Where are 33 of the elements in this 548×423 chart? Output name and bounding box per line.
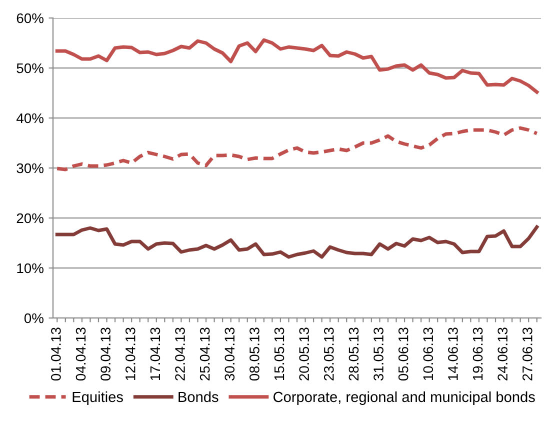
line-series [55,38,539,94]
y-tick-label: 30% [16,163,44,174]
y-tick-label: 0% [24,313,44,324]
x-tick-label: 01.04.13 [51,328,61,381]
x-tick-label: 10.06.13 [423,328,434,380]
legend-label: Equities [72,391,123,406]
x-tick-label: 17.04.13 [150,328,160,380]
legend-label: Bonds [178,391,218,402]
x-tick-label: 28.05.13 [348,328,359,380]
x-tick-label: 15.05.13 [274,328,284,380]
line-series [55,126,539,172]
x-tick-label: 31.05.13 [374,328,384,381]
y-tick-label: 60% [16,13,44,24]
legend-label: Corporate, regional and municipal bonds [273,391,535,406]
y-tick-label: 20% [16,213,44,224]
x-tick-label: 04.04.13 [76,328,86,381]
y-tick-label: 50% [16,63,44,74]
x-tick-label: 25.04.13 [200,328,210,380]
x-tick-label: 24.06.13 [498,328,508,380]
x-tick-label: 05.06.13 [398,328,408,381]
line-series [55,225,539,259]
x-tick-label: 23.05.13 [324,328,334,380]
x-tick-label: 08.05.13 [250,328,260,381]
x-tick-label: 19.06.13 [472,328,483,380]
x-tick-label: 30.04.13 [224,328,235,381]
x-tick-label: 27.06.13 [522,328,532,380]
x-tick-label: 09.04.13 [100,328,110,381]
x-tick-label: 12.04.13 [125,328,136,380]
x-tick-label: 14.06.13 [448,328,458,380]
x-tick-label: 20.05.13 [299,328,309,380]
y-tick-label: 10% [17,263,44,274]
y-tick-label: 40% [16,113,44,124]
x-tick-label: 22.04.13 [175,328,185,380]
